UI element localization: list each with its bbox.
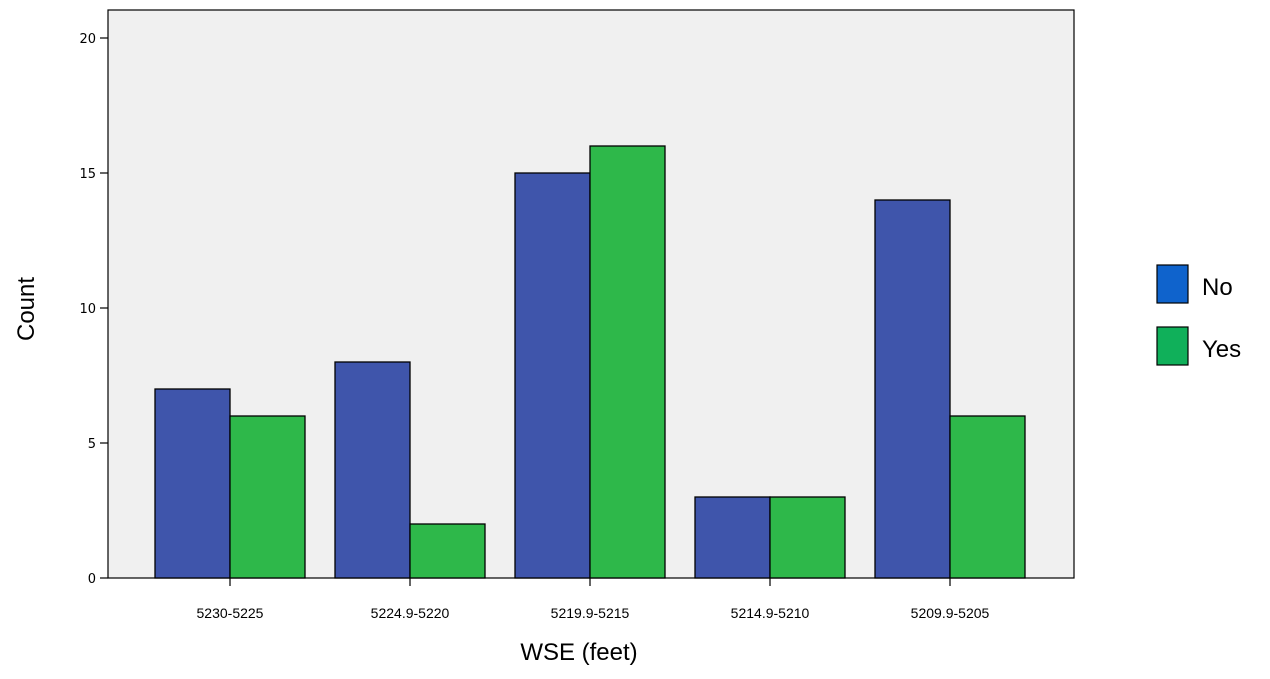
- x-tick-label: 5214.9-5210: [731, 605, 810, 621]
- y-tick-label: 10: [79, 302, 96, 317]
- x-tick-label: 5219.9-5215: [551, 605, 630, 621]
- x-axis-title: WSE (feet): [520, 639, 637, 666]
- x-tick-label: 5230-5225: [197, 605, 264, 621]
- bar-yes-3: [589, 145, 666, 579]
- bar-yes-2: [409, 523, 486, 579]
- bar-no-4: [694, 496, 771, 579]
- bar-yes-1: [229, 415, 306, 579]
- bar-no-3: [514, 172, 591, 579]
- bars-group: [154, 145, 1026, 579]
- legend-swatch-no: [1156, 264, 1189, 304]
- x-tick-label: 5209.9-5205: [911, 605, 990, 621]
- y-tick-label: 15: [79, 167, 96, 182]
- y-tick-label: 5: [88, 437, 96, 452]
- bar-yes-5: [949, 415, 1026, 579]
- y-tick-label: 20: [79, 32, 96, 47]
- bar-no-5: [874, 199, 951, 579]
- legend-swatch-yes: [1156, 326, 1189, 366]
- bar-yes-4: [769, 496, 846, 579]
- y-axis-ticks: 0 5 10 15 20: [79, 32, 108, 587]
- y-axis-title: Count: [13, 277, 40, 341]
- x-tick-label: 5224.9-5220: [371, 605, 450, 621]
- bar-no-1: [154, 388, 231, 579]
- legend-label-no: No: [1202, 274, 1233, 301]
- y-tick-label: 0: [88, 572, 96, 587]
- x-axis-ticks: 5230-5225 5224.9-5220 5219.9-5215 5214.9-52…: [197, 578, 990, 621]
- bar-no-2: [334, 361, 411, 579]
- legend-label-yes: Yes: [1202, 336, 1241, 363]
- legend: No Yes: [1156, 264, 1241, 366]
